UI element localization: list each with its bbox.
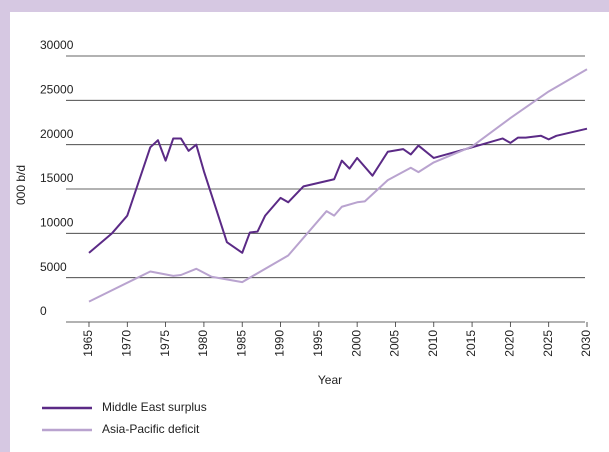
- y-tick-label: 10000: [40, 216, 74, 230]
- x-tick-label: 2030: [579, 330, 593, 357]
- x-tick-label: 2000: [349, 330, 363, 357]
- legend-label: Middle East surplus: [102, 400, 207, 414]
- x-tick-label: 1970: [119, 330, 133, 357]
- x-axis-label: Year: [318, 373, 342, 387]
- x-tick-label: 1995: [311, 330, 325, 357]
- x-tick-label: 1975: [158, 330, 172, 357]
- x-tick-label: 2005: [388, 330, 402, 357]
- y-tick-label: 5000: [40, 260, 67, 274]
- y-tick-label: 15000: [40, 171, 74, 185]
- x-tick-label: 1990: [273, 330, 287, 357]
- x-tick-label: 1965: [81, 330, 95, 357]
- x-tick-label: 1985: [234, 330, 248, 357]
- y-tick-label: 30000: [40, 38, 74, 52]
- y-axis-label: 000 b/d: [14, 165, 28, 205]
- x-tick-label: 2025: [541, 330, 555, 357]
- y-tick-label: 25000: [40, 83, 74, 97]
- y-tick-label: 0: [40, 304, 47, 318]
- legend-label: Asia-Pacific deficit: [102, 422, 200, 436]
- x-tick-label: 2015: [464, 330, 478, 357]
- x-tick-label: 2020: [503, 330, 517, 357]
- x-tick-label: 1980: [196, 330, 210, 357]
- x-tick-label: 2010: [426, 330, 440, 357]
- series-line: [88, 68, 588, 303]
- y-tick-label: 20000: [40, 127, 74, 141]
- series-line: [88, 127, 588, 254]
